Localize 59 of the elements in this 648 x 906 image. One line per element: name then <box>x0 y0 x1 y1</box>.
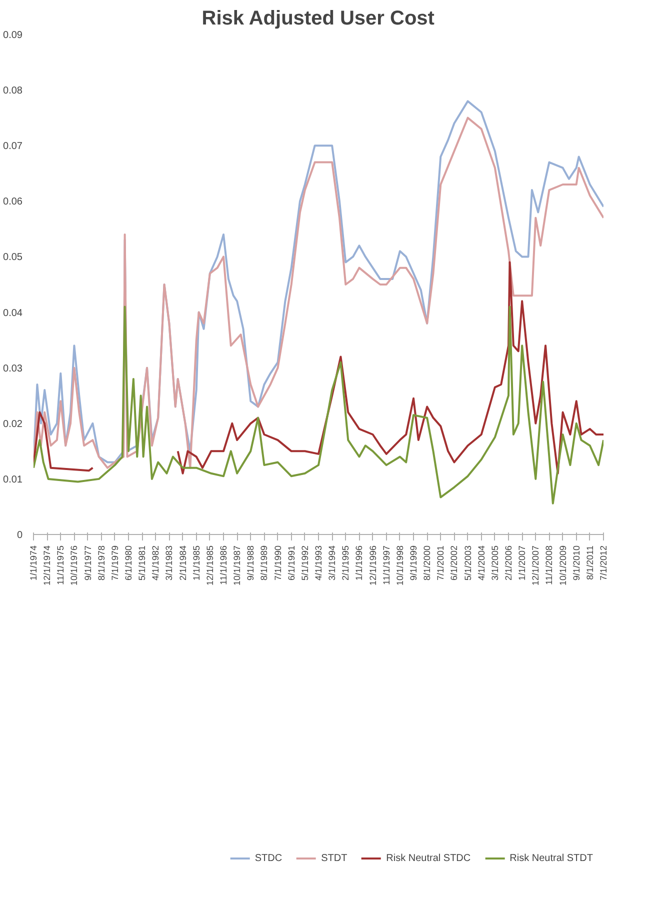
x-tick-label: 8/1/2011 <box>584 545 595 580</box>
y-tick-label: 0.01 <box>3 474 23 486</box>
legend-label: STDT <box>321 852 348 864</box>
chart-title: Risk Adjusted User Cost <box>202 8 435 30</box>
x-tick-label: 1/1/1974 <box>28 545 38 581</box>
line-series <box>34 306 604 504</box>
x-tick-label: 12/1/1996 <box>368 545 378 586</box>
y-tick-label: 0.03 <box>3 363 23 374</box>
x-tick-label: 7/1/1979 <box>110 545 120 581</box>
y-tick-label: 0.05 <box>3 252 23 264</box>
x-tick-label: 8/1/1989 <box>259 545 270 581</box>
x-tick-label: 9/1/1999 <box>408 545 418 581</box>
x-tick-label: 8/1/1978 <box>96 545 106 581</box>
x-tick-label: 11/1/2008 <box>544 545 554 585</box>
x-tick-label: 9/1/2010 <box>571 545 582 581</box>
x-tick-label: 1/1/2007 <box>517 545 528 581</box>
x-tick-label: 6/1/2002 <box>449 545 460 581</box>
x-tick-label: 10/1/1976 <box>69 545 80 586</box>
x-tick-label: 12/1/2007 <box>530 545 541 586</box>
x-tick-label: 5/1/1981 <box>137 545 148 581</box>
x-tick-label: 5/1/2003 <box>462 545 473 581</box>
x-tick-label: 4/1/1982 <box>150 545 161 581</box>
x-tick-label: 9/1/1988 <box>246 545 256 581</box>
x-tick-label: 9/1/1977 <box>82 545 93 581</box>
x-tick-label: 1/1/1985 <box>191 545 202 581</box>
x-tick-label: 5/1/1992 <box>300 545 310 581</box>
x-tick-label: 11/1/1997 <box>381 545 392 585</box>
y-tick-label: 0.09 <box>3 30 23 41</box>
x-tick-label: 10/1/1987 <box>232 545 242 586</box>
legend-label: STDC <box>254 852 282 864</box>
x-tick-label: 10/1/1998 <box>394 545 405 586</box>
x-tick-label: 4/1/1993 <box>314 545 324 581</box>
x-tick-label: 11/1/1986 <box>218 545 228 585</box>
x-tick-label: 2/1/1995 <box>340 545 351 581</box>
y-tick-label: 0 <box>16 530 23 541</box>
x-tick-label: 12/1/1985 <box>204 545 215 586</box>
x-tick-label: 2/1/2006 <box>504 545 514 581</box>
x-tick-label: 2/1/1984 <box>178 545 188 581</box>
x-tick-label: 6/1/1991 <box>286 545 296 581</box>
x-tick-label: 6/1/1980 <box>124 545 134 581</box>
y-tick-label: 0.04 <box>3 308 23 319</box>
legend-label: Risk Neutral STDC <box>386 852 471 864</box>
legend-label: Risk Neutral STDT <box>510 852 593 864</box>
x-tick-label: 10/1/2009 <box>558 545 568 586</box>
x-tick-label: 7/1/2001 <box>436 545 446 581</box>
x-tick-label: 3/1/2005 <box>490 545 500 581</box>
y-tick-label: 0.08 <box>3 86 23 97</box>
y-tick-label: 0.07 <box>3 141 23 152</box>
x-tick-label: 8/1/2000 <box>422 545 432 581</box>
x-tick-label: 12/1/1974 <box>42 545 52 586</box>
y-tick-label: 0.06 <box>3 196 23 208</box>
x-tick-label: 11/1/1975 <box>56 545 66 585</box>
x-tick-label: 1/1/1996 <box>354 545 364 581</box>
x-tick-label: 3/1/1994 <box>327 545 338 581</box>
x-tick-label: 7/1/1990 <box>272 545 283 581</box>
x-tick-label: 4/1/2004 <box>476 545 486 581</box>
y-tick-label: 0.02 <box>3 418 23 430</box>
x-tick-label: 7/1/2012 <box>598 545 608 581</box>
x-tick-label: 3/1/1983 <box>164 545 174 581</box>
